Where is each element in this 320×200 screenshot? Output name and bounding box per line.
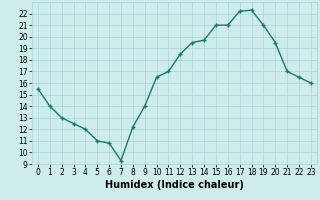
X-axis label: Humidex (Indice chaleur): Humidex (Indice chaleur) (105, 180, 244, 190)
